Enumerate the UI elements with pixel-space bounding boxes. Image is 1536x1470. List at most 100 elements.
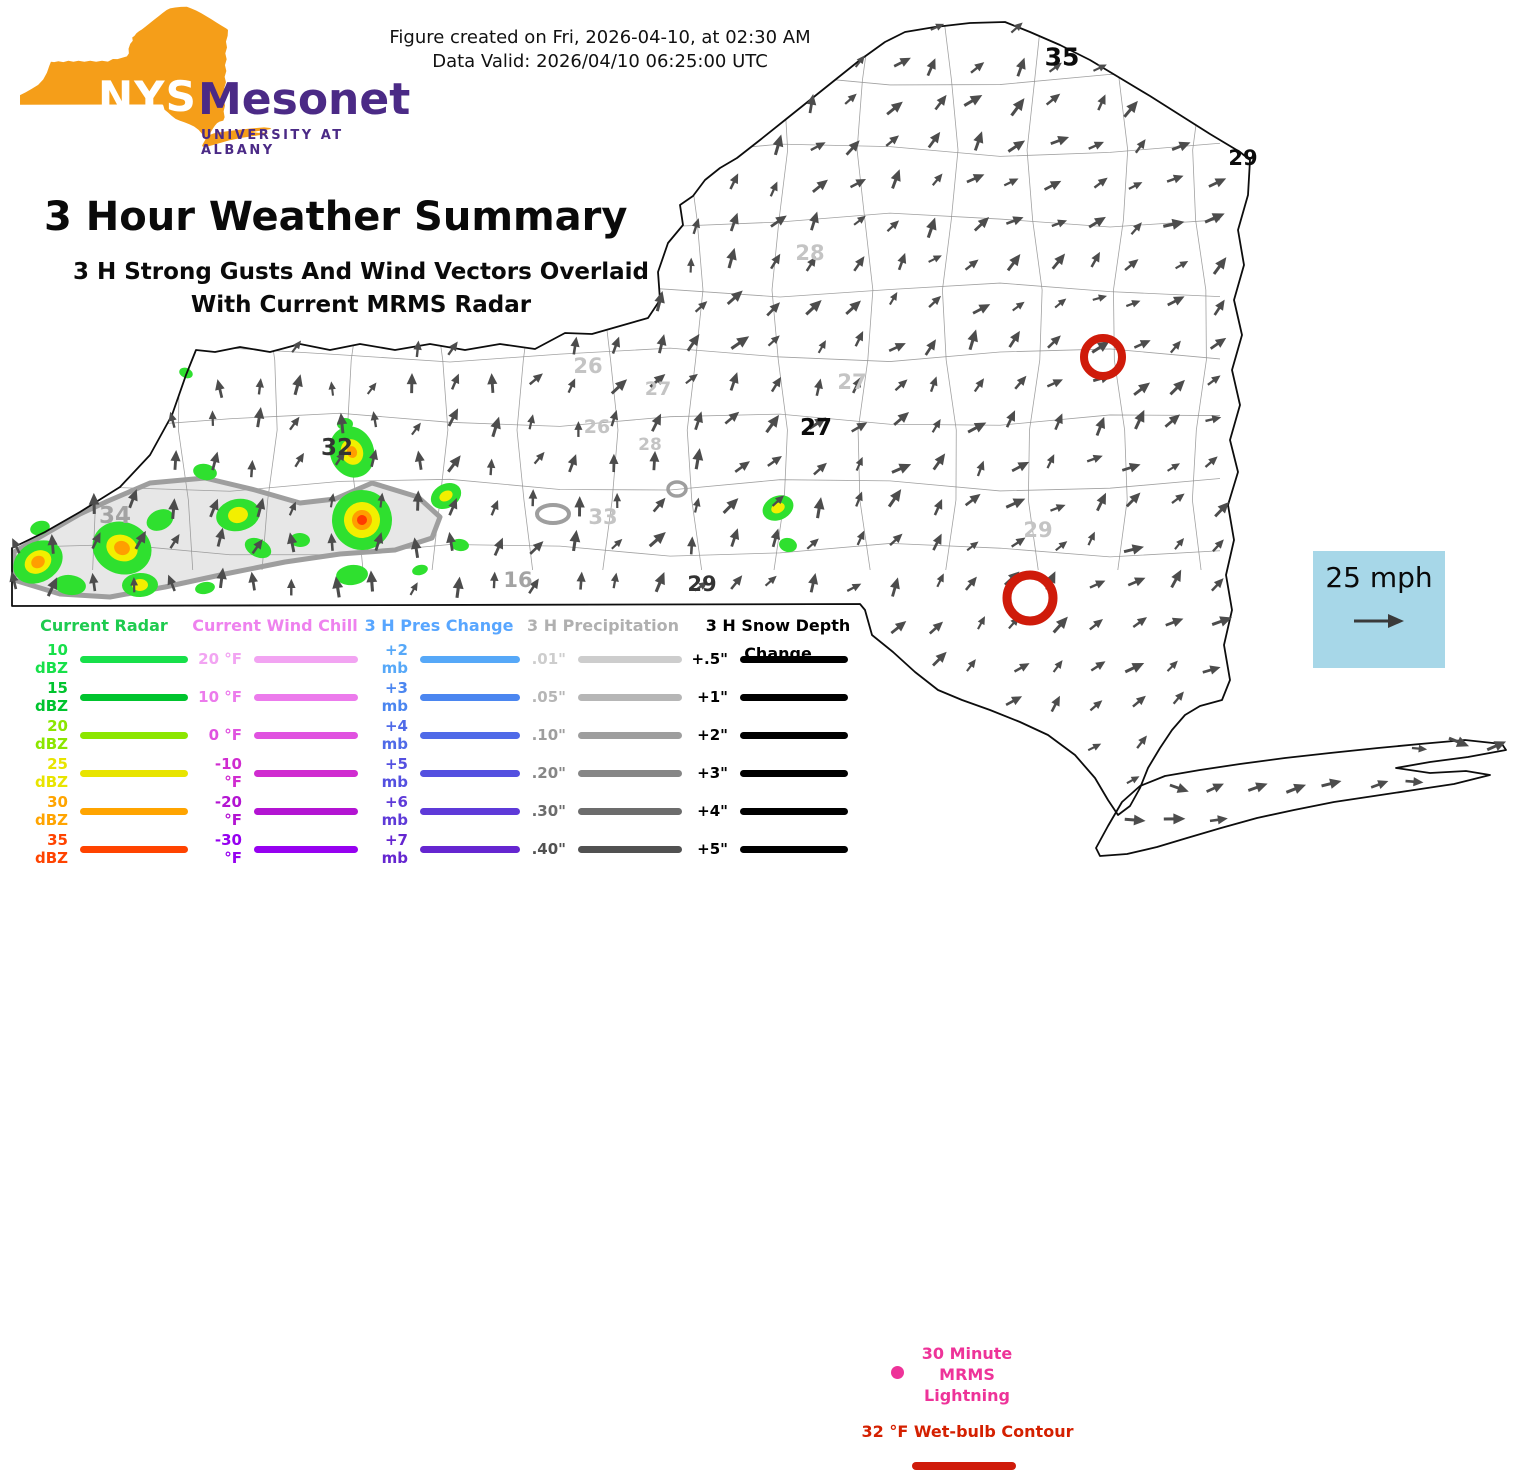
legend-row-label: +1": [686, 688, 740, 706]
legend-row-swatch: [420, 656, 520, 663]
legend-row: +6 mb: [358, 792, 520, 830]
logo-acronym: NYS: [98, 72, 197, 121]
legend-row-label: +2": [686, 726, 740, 744]
legend-row-swatch: [578, 694, 682, 701]
legend-row-label: 35 dBZ: [10, 831, 80, 867]
legend-row-swatch: [420, 846, 520, 853]
legend-row: 10 °F: [192, 678, 358, 716]
legend-row-swatch: [80, 694, 188, 701]
legend-column: 3 H Pres Change+2 mb+3 mb+4 mb+5 mb+6 mb…: [358, 612, 520, 868]
lightning-label-line1: 30 Minute: [903, 1343, 1031, 1364]
lightning-legend-label: 30 Minute MRMS Lightning: [903, 1343, 1031, 1406]
legend-row: -10 °F: [192, 754, 358, 792]
legend-row: +3 mb: [358, 678, 520, 716]
legend-row-label: .20": [524, 764, 578, 782]
legend-row: +2": [686, 716, 870, 754]
wetbulb-legend-swatch: [912, 1462, 1016, 1470]
legend-row-label: 20 °F: [192, 650, 254, 668]
legend-row-swatch: [740, 770, 848, 777]
wetbulb-legend-label: 32 °F Wet-bulb Contour: [860, 1422, 1075, 1441]
legend-row-swatch: [578, 808, 682, 815]
legend-row-swatch: [578, 732, 682, 739]
legend-row: 30 dBZ: [10, 792, 198, 830]
legend-row: +5": [686, 830, 870, 868]
legend-row-swatch: [740, 656, 848, 663]
legend-row-swatch: [80, 732, 188, 739]
legend-column-title: 3 H Snow Depth Change: [686, 612, 870, 640]
legend-row: -20 °F: [192, 792, 358, 830]
legend-row-label: .40": [524, 840, 578, 858]
legend-row-label: +7 mb: [358, 831, 420, 867]
page-subtitle: 3 H Strong Gusts And Wind Vectors Overla…: [36, 256, 686, 322]
legend-row-label: 0 °F: [192, 726, 254, 744]
legend-row-swatch: [578, 770, 682, 777]
legend-row-label: -20 °F: [192, 793, 254, 829]
legend-row: .10": [524, 716, 682, 754]
legend-row: +7 mb: [358, 830, 520, 868]
legend-row-label: -30 °F: [192, 831, 254, 867]
legend-row-swatch: [254, 694, 358, 701]
legend-row-swatch: [254, 732, 358, 739]
legend-row: +1": [686, 678, 870, 716]
legend-row-label: +6 mb: [358, 793, 420, 829]
legend-row: .40": [524, 830, 682, 868]
legend-row-swatch: [254, 846, 358, 853]
legend-row-label: 25 dBZ: [10, 755, 80, 791]
legend-row: 35 dBZ: [10, 830, 198, 868]
legend-row: .20": [524, 754, 682, 792]
legend-row-label: .05": [524, 688, 578, 706]
legend-row-swatch: [578, 656, 682, 663]
legend-row: +4 mb: [358, 716, 520, 754]
wind-reference-arrow-icon: [1344, 610, 1414, 632]
figure-created-line: Figure created on Fri, 2026-04-10, at 02…: [320, 26, 880, 50]
legend-row-label: .30": [524, 802, 578, 820]
legend-row-swatch: [420, 732, 520, 739]
legend-row-swatch: [740, 808, 848, 815]
legend-row-label: +3 mb: [358, 679, 420, 715]
legend-row-swatch: [740, 732, 848, 739]
page-title: 3 Hour Weather Summary: [44, 194, 627, 240]
legend-column-title: 3 H Precipitation: [524, 612, 682, 640]
legend-row: +3": [686, 754, 870, 792]
legend-column: Current Wind Chill 20 °F 10 °F 0 °F -10 °F-2…: [192, 612, 358, 868]
legend-column: 3 H Snow Depth Change+.5"+1"+2"+3"+4"+5": [686, 612, 870, 868]
data-valid-line: Data Valid: 2026/04/10 06:25:00 UTC: [320, 50, 880, 74]
figure-timestamps: Figure created on Fri, 2026-04-10, at 02…: [320, 26, 880, 74]
legend-row-label: .01": [524, 650, 578, 668]
page-subtitle-line2: With Current MRMS Radar: [36, 289, 686, 322]
page-subtitle-line1: 3 H Strong Gusts And Wind Vectors Overla…: [36, 256, 686, 289]
legend-row: 15 dBZ: [10, 678, 198, 716]
legend-row-swatch: [420, 694, 520, 701]
lightning-label-line3: Lightning: [903, 1385, 1031, 1406]
legend-row-swatch: [578, 846, 682, 853]
legend-row: 25 dBZ: [10, 754, 198, 792]
legend-row: .01": [524, 640, 682, 678]
legend-row: -30 °F: [192, 830, 358, 868]
legend-row-label: 10 dBZ: [10, 641, 80, 677]
legend-row-label: +3": [686, 764, 740, 782]
legend-column: 3 H Precipitation .01" .05" .10" .20" .30" .40…: [524, 612, 682, 868]
legend-row-label: 10 °F: [192, 688, 254, 706]
legend-row-label: +5 mb: [358, 755, 420, 791]
legend-row: .05": [524, 678, 682, 716]
legend-row-swatch: [254, 770, 358, 777]
legend-row: 20 dBZ: [10, 716, 198, 754]
legend-row-label: .10": [524, 726, 578, 744]
lightning-label-line2: MRMS: [903, 1364, 1031, 1385]
legend-row-swatch: [740, 846, 848, 853]
legend-row-label: +5": [686, 840, 740, 858]
logo-subtitle: UNIVERSITY AT ALBANY: [201, 128, 400, 158]
legend-row-swatch: [80, 808, 188, 815]
legend-row-swatch: [254, 808, 358, 815]
wind-reference-label: 25 mph: [1325, 561, 1432, 594]
legend-column-title: Current Radar: [10, 612, 198, 640]
legend-row: 10 dBZ: [10, 640, 198, 678]
legend-row: 0 °F: [192, 716, 358, 754]
legend-column-title: Current Wind Chill: [192, 612, 358, 640]
legend-row-swatch: [420, 770, 520, 777]
legend-row-swatch: [740, 694, 848, 701]
legend-row-swatch: [80, 846, 188, 853]
legend-row-label: +.5": [686, 650, 740, 668]
legend-row-swatch: [80, 770, 188, 777]
